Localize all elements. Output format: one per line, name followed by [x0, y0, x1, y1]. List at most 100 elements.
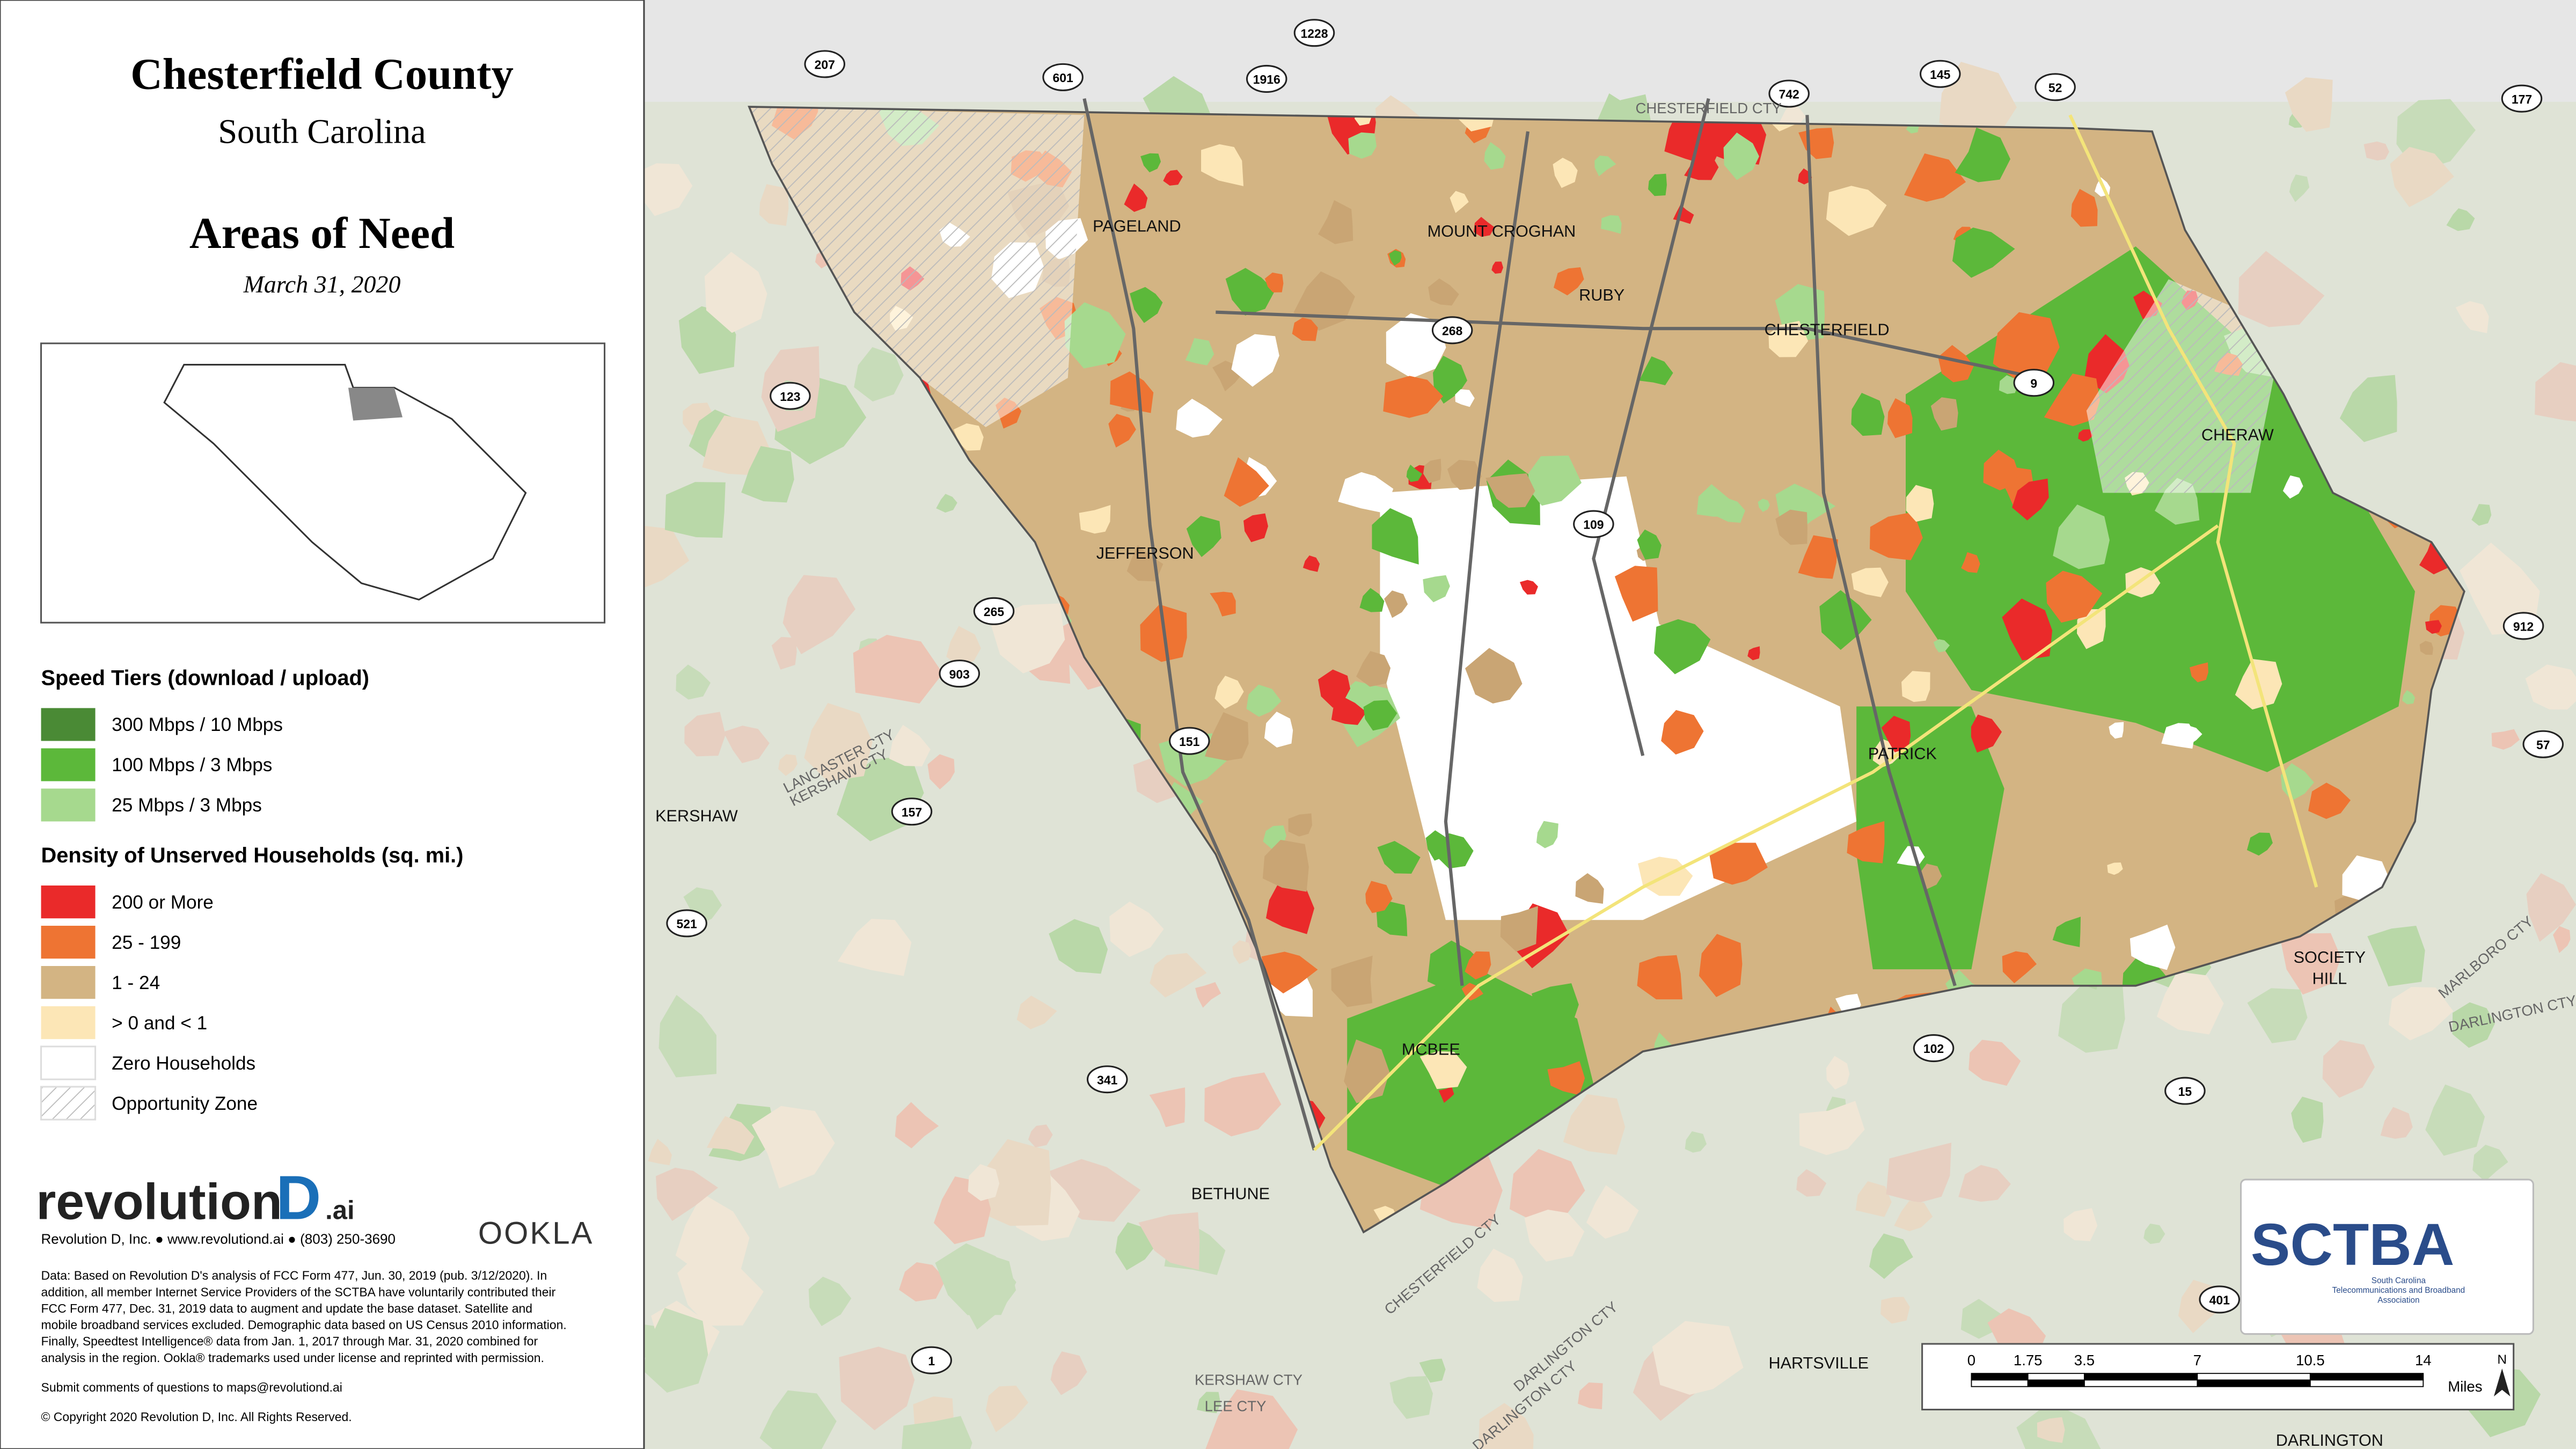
outside-patch [854, 347, 904, 402]
outside-patch [1109, 902, 1164, 957]
density-patch [1465, 648, 1523, 704]
density-patch [1348, 132, 1377, 159]
density-patch [1108, 414, 1136, 448]
density-patch [1110, 371, 1154, 413]
density-patch [1356, 651, 1391, 687]
density-patch [1933, 639, 1950, 653]
density-patch [2246, 832, 2273, 856]
density-patch [1869, 511, 1923, 560]
outside-patch [642, 1308, 708, 1393]
density-patch [2402, 690, 2415, 705]
road-shield [1169, 727, 1210, 755]
outside-patch [664, 482, 726, 538]
road-shield [2164, 1077, 2206, 1105]
density-patch [1447, 459, 1482, 490]
road-shield [1768, 79, 1810, 108]
outside-patch [1138, 1212, 1200, 1270]
road-number: 123 [780, 390, 800, 404]
outside-patch [2455, 301, 2489, 333]
outside-patch [2525, 664, 2576, 710]
road-shield [666, 909, 707, 938]
density-patch [2044, 374, 2100, 427]
outside-patch [837, 919, 912, 976]
density-patch [1465, 951, 1491, 980]
density-patch [1363, 700, 1397, 731]
road-number: 601 [1052, 71, 1073, 85]
outside-patch [1796, 1169, 1827, 1197]
outside-patch [704, 252, 767, 333]
outside-patch [2491, 729, 2520, 750]
outside-patch [1968, 1040, 2021, 1086]
place-label: DARLINGTON [2276, 1431, 2383, 1449]
density-patch [1389, 250, 1402, 266]
speed-title: Speed Tiers (download / upload) [41, 667, 370, 690]
density-patch [1594, 155, 1616, 177]
place-label: KERSHAW [655, 807, 738, 825]
density-patch [1163, 170, 1183, 186]
density-patch [1186, 516, 1221, 558]
place-label: MCBEE [1402, 1040, 1460, 1058]
density-patch [1906, 485, 1934, 522]
data-note: Data: Based on Revolution D's analysis o… [41, 1269, 567, 1365]
density-patch [1246, 684, 1282, 717]
density-patch [1897, 923, 1913, 934]
sctba-line: Telecommunications and Broadband [2332, 1286, 2465, 1295]
road-shield [2013, 369, 2055, 397]
legend-label: 25 - 199 [112, 932, 181, 953]
legend-swatch [40, 1045, 97, 1080]
scale-segment [1971, 1373, 2029, 1381]
density-patch [2180, 726, 2202, 745]
density-patch [1519, 580, 1538, 595]
outside-patch [1894, 1201, 1933, 1232]
scale-segment [1971, 1379, 2029, 1387]
density-patch [1130, 287, 1163, 323]
place-label: PAGELAND [1093, 217, 1181, 236]
place-label: CHESTERFIELD [1765, 320, 1890, 339]
subtitle: South Carolina [218, 112, 426, 150]
legend-label: 200 or More [112, 892, 214, 913]
brand-d: D [276, 1162, 321, 1232]
outside-patch [1197, 1392, 1221, 1414]
sctba-name: SCTBA [2251, 1212, 2455, 1278]
density-patch [1851, 567, 1889, 597]
density-patch [1637, 955, 1682, 1000]
density-patch [1639, 356, 1673, 385]
density-patch [1423, 458, 1441, 484]
legend-label: 100 Mbps / 3 Mbps [112, 755, 272, 775]
road-shield [2035, 73, 2076, 101]
density-patch [1648, 173, 1667, 196]
outside-patch [2339, 375, 2397, 442]
outside-patch [2535, 362, 2576, 422]
density-patch [1531, 983, 1579, 1031]
outside-patch [2247, 988, 2308, 1043]
outside-patch [2289, 174, 2310, 202]
road-shield [2502, 612, 2544, 640]
density-patch [1547, 1061, 1585, 1095]
outside-patch [1232, 940, 1252, 964]
road-shield [804, 50, 845, 78]
density-patch [1961, 552, 1980, 573]
outside-patch [2285, 77, 2333, 132]
outside-patch [2143, 1224, 2165, 1244]
density-patch [2109, 722, 2124, 739]
outside-patch [1869, 1233, 1913, 1279]
legend-swatch [41, 748, 96, 781]
outside-patch [1799, 1101, 1865, 1155]
legend-label: 25 Mbps / 3 Mbps [112, 795, 262, 816]
road-number: 912 [2513, 620, 2534, 634]
density-patch [1709, 843, 1768, 885]
density-patch [2053, 504, 2110, 569]
density-patch [2076, 609, 2106, 649]
road [1592, 98, 1710, 756]
scale-label: 3.5 [2074, 1352, 2095, 1368]
density-patch [2078, 429, 2093, 442]
note-line: analysis in the region. Ookla® trademark… [41, 1351, 544, 1365]
sctba-box [2240, 1179, 2534, 1335]
density-patch [1971, 714, 2002, 753]
outside-patch [899, 1262, 946, 1302]
legend: 300 Mbps / 10 Mbps 100 Mbps / 3 Mbps 25 Mb… [40, 708, 283, 1121]
note-line: addition, all member Internet Service Pr… [41, 1285, 556, 1299]
place-label: HILL [2312, 970, 2347, 988]
density-patch [2046, 570, 2103, 623]
